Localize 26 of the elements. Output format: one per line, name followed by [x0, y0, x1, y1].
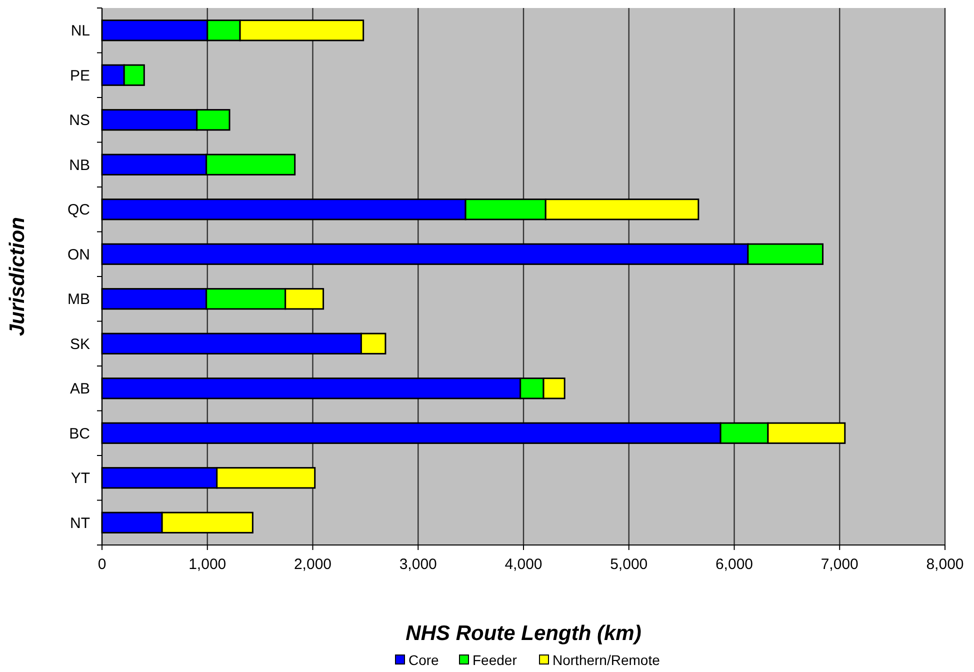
y-tick-label: ON — [68, 246, 90, 264]
x-tick-label: 2,000 — [294, 556, 332, 573]
x-tick-label: 4,000 — [504, 556, 542, 573]
x-tick-label: 8,000 — [926, 556, 964, 573]
y-axis-title: Jurisdiction — [6, 216, 29, 336]
y-tick-label: PE — [70, 67, 90, 84]
x-tick-label: 0 — [98, 556, 106, 573]
y-tick-label: MB — [68, 291, 90, 308]
x-tick-label: 6,000 — [715, 556, 754, 573]
x-tick-label: 3,000 — [399, 556, 437, 573]
x-tick-label: 5,000 — [610, 556, 648, 573]
y-tick-label: NT — [70, 514, 90, 532]
y-tick-label: BC — [69, 425, 90, 442]
y-tick-label: SK — [70, 336, 90, 353]
y-tick-label: NL — [70, 22, 90, 40]
legend-label: Core — [408, 652, 440, 668]
y-tick-label: YT — [70, 470, 90, 488]
y-tick-label: AB — [70, 380, 90, 398]
x-axis-title: NHS Route Length (km) — [406, 622, 642, 645]
legend-label: Feeder — [472, 652, 518, 668]
y-tick-label: NB — [69, 156, 90, 174]
y-tick-label: QC — [68, 202, 90, 219]
y-tick-label: NS — [69, 112, 90, 130]
legend-label: Northern/Remote — [552, 652, 660, 668]
x-tick-label: 1,000 — [188, 556, 226, 573]
x-tick-label: 7,000 — [820, 556, 858, 573]
